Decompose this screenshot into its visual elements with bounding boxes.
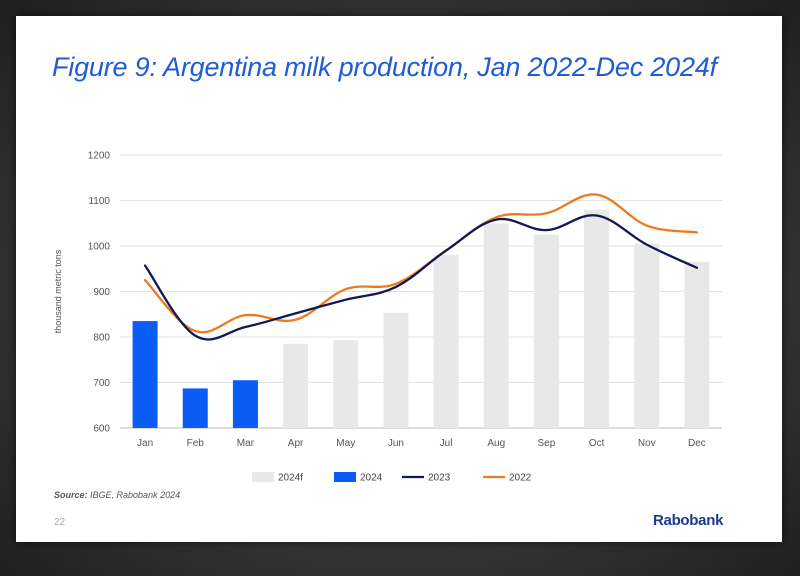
x-tick-label-jan: Jan: [137, 438, 153, 449]
source-text: IBGE, Rabobank 2024: [90, 490, 181, 500]
x-tick-label-jun: Jun: [388, 438, 404, 449]
y-tick-label-800: 800: [93, 333, 110, 344]
x-tick-label-mar: Mar: [237, 438, 255, 449]
page-number: 22: [54, 517, 66, 528]
legend-swatch-2024: [334, 472, 356, 482]
y-tick-label-700: 700: [93, 378, 110, 389]
x-tick-label-apr: Apr: [288, 438, 304, 449]
line-2023: [143, 214, 699, 341]
y-tick-label-1200: 1200: [88, 151, 111, 162]
bar-2024f-jul: [433, 255, 459, 428]
bar-2024f-nov: [634, 243, 660, 428]
x-tick-label-dec: Dec: [688, 438, 706, 449]
y-tick-label-600: 600: [93, 424, 110, 435]
bar-2024f-dec: [684, 261, 710, 428]
y-tick-label-900: 900: [93, 287, 110, 298]
legend-label-2024f: 2024f: [278, 473, 303, 484]
x-tick-label-jul: Jul: [440, 438, 453, 449]
milk-production-chart: 600 700 800 900 1000 1100 1200 thousand metric …: [53, 151, 722, 484]
x-tick-label-feb: Feb: [187, 438, 205, 449]
bar-2024-feb: [182, 388, 208, 428]
bar-2024f-apr: [283, 343, 309, 428]
legend-label-2022: 2022: [509, 473, 532, 484]
chart-title: Figure 9: Argentina milk production, Jan…: [52, 52, 717, 82]
x-tick-label-nov: Nov: [638, 438, 656, 449]
x-tick-label-aug: Aug: [487, 438, 505, 449]
legend-label-2024: 2024: [360, 473, 383, 484]
bar-2024f-may: [333, 340, 359, 428]
y-tick-label-1100: 1100: [88, 196, 110, 207]
line-2022: [143, 193, 699, 334]
source-label: Source:: [54, 490, 88, 500]
y-tick-label-1000: 1000: [88, 242, 111, 253]
bar-2024f-jun: [383, 312, 409, 428]
source-note: Source: IBGE, Rabobank 2024: [54, 490, 180, 500]
x-tick-label-sep: Sep: [538, 438, 556, 449]
brand-logo: Rabobank: [653, 512, 724, 529]
bar-2024f-sep: [533, 234, 559, 428]
legend-swatch-2024f: [252, 472, 274, 482]
bar-2024f-aug: [483, 223, 509, 428]
y-axis-label: thousand metric tons: [53, 249, 63, 333]
bar-2024-jan: [132, 321, 158, 428]
legend-label-2023: 2023: [428, 473, 451, 484]
x-tick-label-may: May: [336, 438, 355, 449]
x-tick-label-oct: Oct: [589, 438, 605, 449]
slide: Figure 9: Argentina milk production, Jan…: [16, 16, 782, 542]
bar-2024-mar: [232, 380, 258, 428]
bar-2024f-oct: [584, 209, 610, 428]
